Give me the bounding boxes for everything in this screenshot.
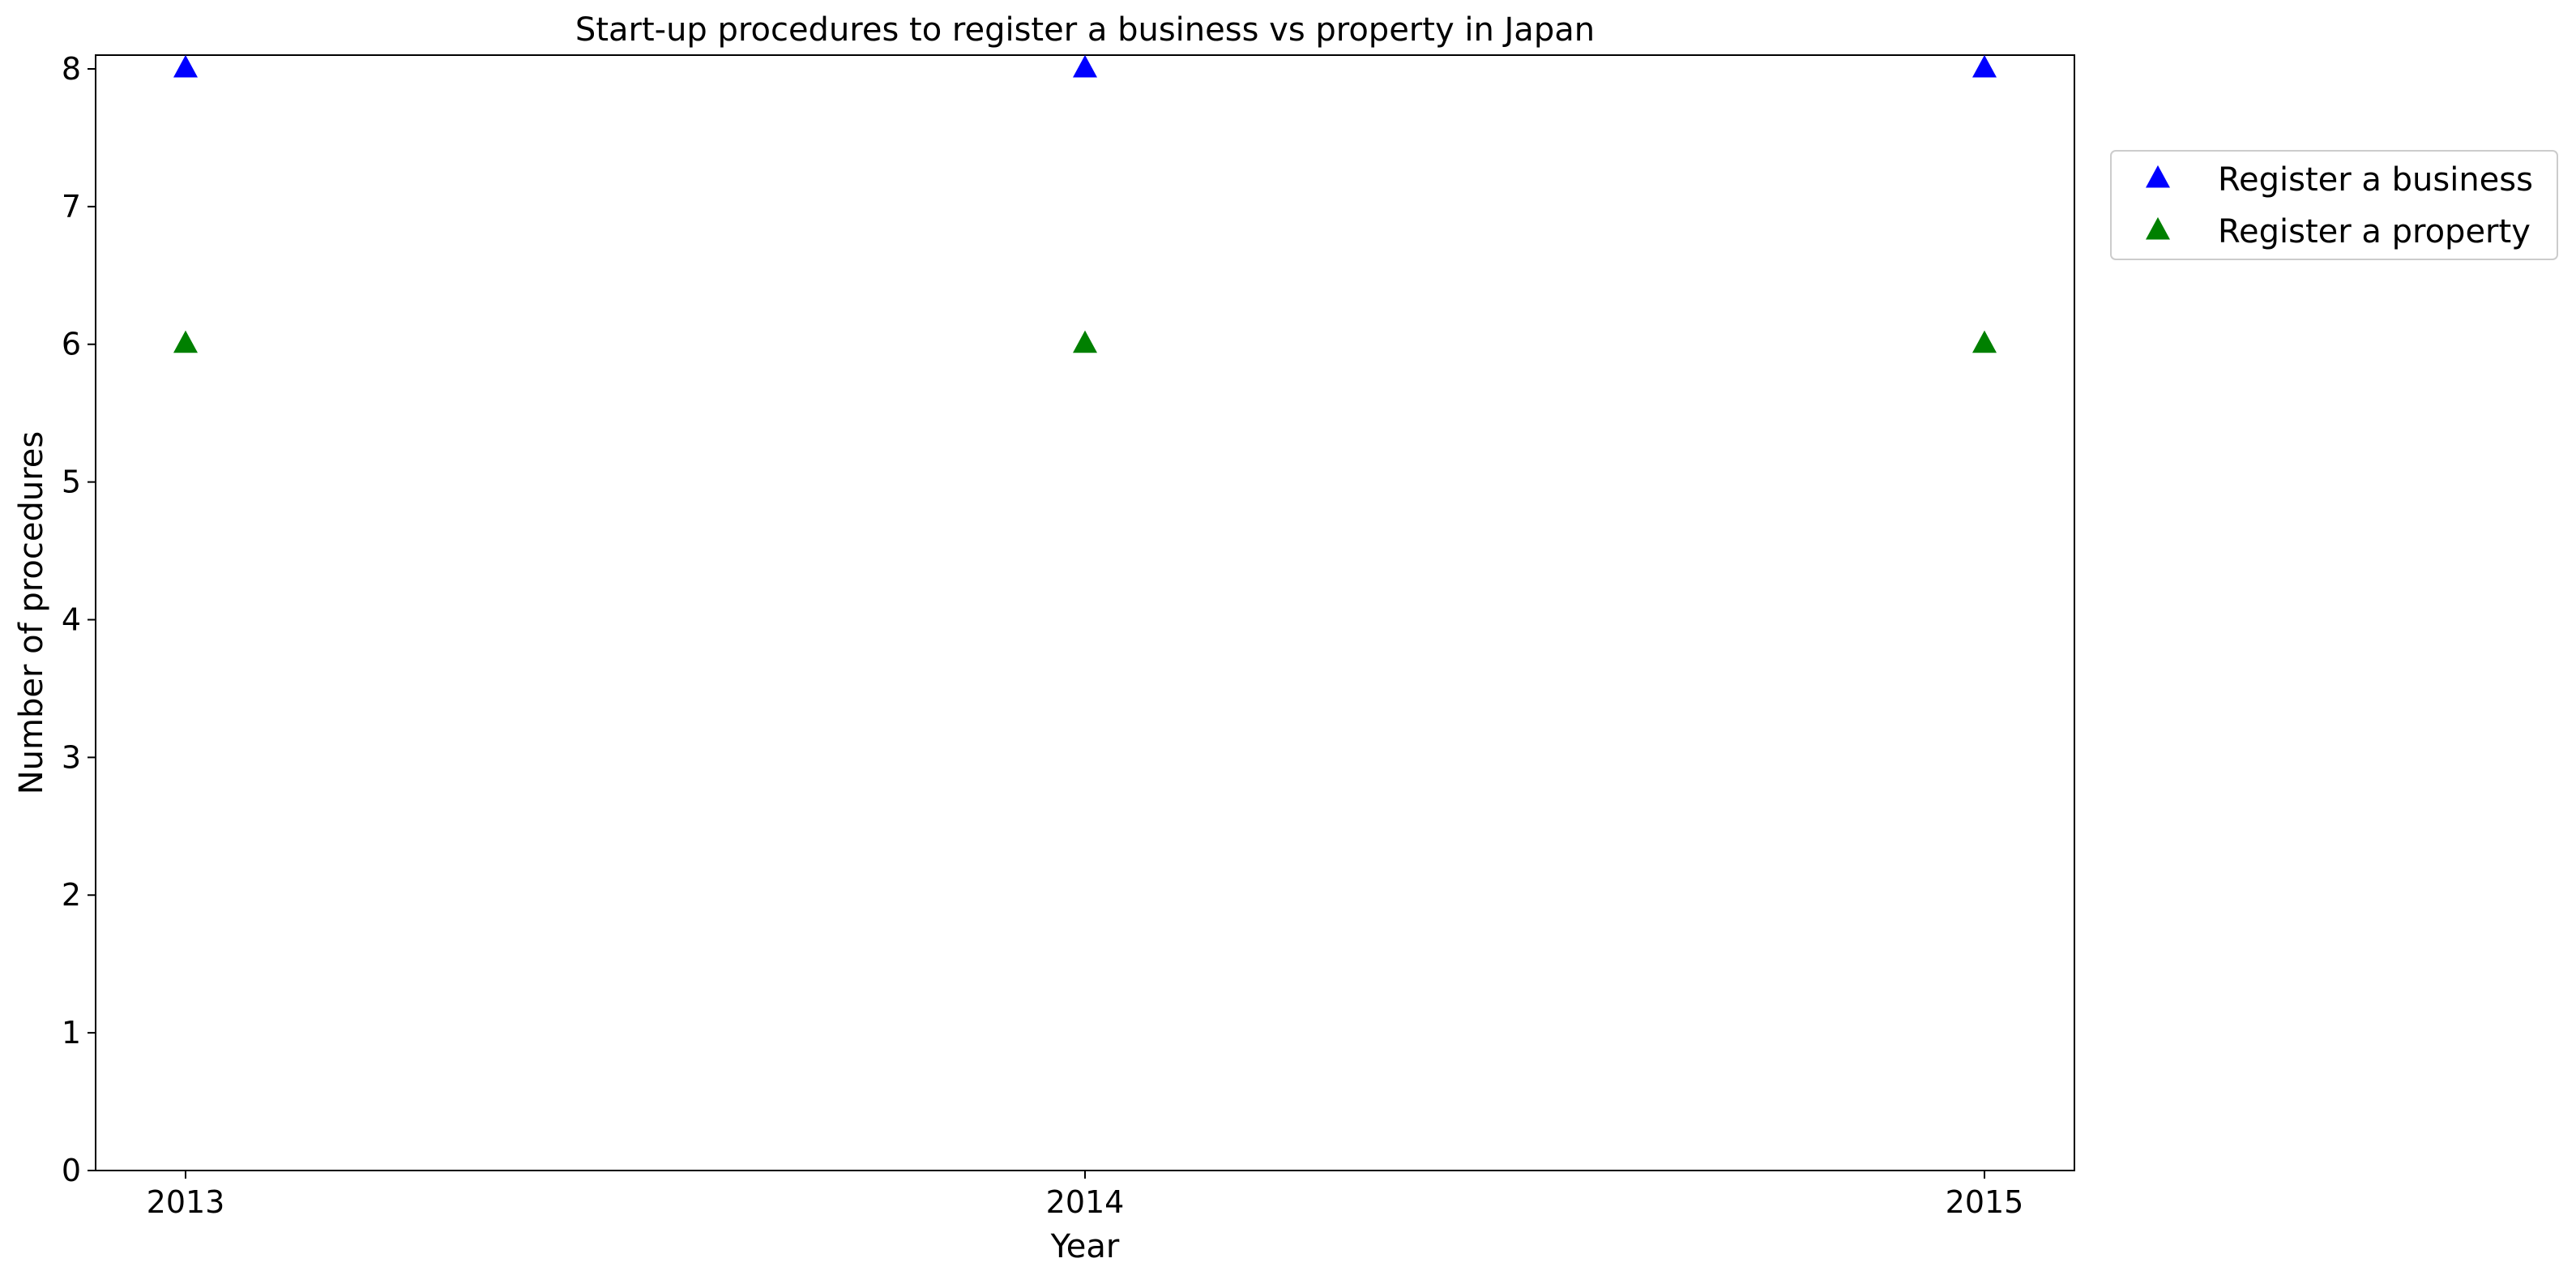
point-register-a-business xyxy=(173,54,198,78)
x-axis: 2013 2014 2015 xyxy=(147,1171,2024,1220)
legend-box xyxy=(2110,150,2558,260)
y-tick-label: 0 xyxy=(62,1153,81,1188)
y-axis-label: Number of procedures xyxy=(13,431,50,794)
point-register-a-property xyxy=(1073,330,1097,353)
y-tick-label: 2 xyxy=(62,877,81,913)
legend-marker xyxy=(2146,165,2170,188)
legend-label: Register a property xyxy=(2218,213,2531,250)
legend: Register a business Register a property xyxy=(2110,150,2558,260)
y-tick-label: 3 xyxy=(62,739,81,775)
chart-title: Start-up procedures to register a busine… xyxy=(575,11,1595,49)
point-register-a-business xyxy=(1073,54,1097,78)
point-register-a-property xyxy=(173,330,198,353)
y-tick-label: 4 xyxy=(62,601,81,637)
y-tick-label: 6 xyxy=(62,327,81,362)
y-tick-label: 7 xyxy=(62,189,81,225)
legend-marker xyxy=(2146,216,2170,240)
x-tick-label: 2014 xyxy=(1046,1184,1125,1220)
plot-area xyxy=(95,54,2075,1171)
data-points xyxy=(173,54,1997,353)
y-axis: 0 1 2 3 4 5 6 7 8 xyxy=(62,51,96,1188)
x-tick-label: 2013 xyxy=(147,1184,225,1220)
y-tick-label: 5 xyxy=(62,464,81,500)
x-axis-label: Year xyxy=(1050,1228,1120,1265)
x-tick-label: 2015 xyxy=(1946,1184,2024,1220)
y-tick-label: 8 xyxy=(62,51,81,87)
y-tick-label: 1 xyxy=(62,1015,81,1051)
legend-label: Register a business xyxy=(2218,161,2533,199)
point-register-a-property xyxy=(1972,330,1997,353)
point-register-a-business xyxy=(1972,54,1997,78)
